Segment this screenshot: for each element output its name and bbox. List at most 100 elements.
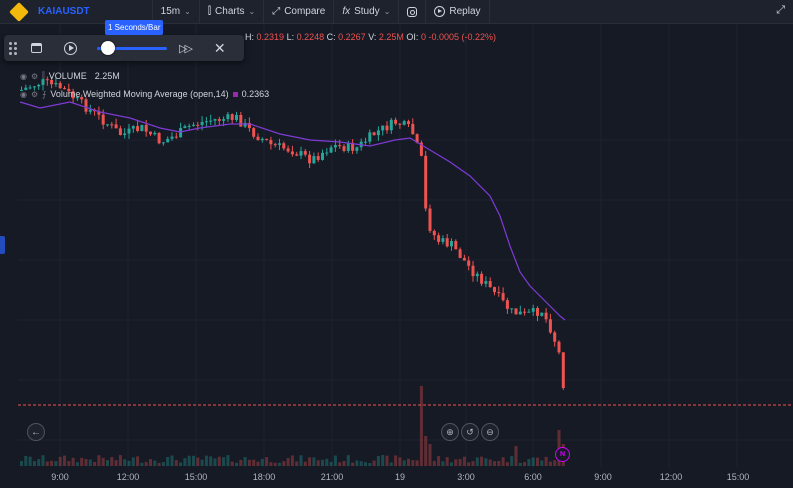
candle [415, 134, 419, 143]
vwma-label: Volume Weighted Moving Average (open,14) [50, 89, 229, 99]
volume-bar [127, 460, 131, 466]
eye-icon[interactable]: ◉ [20, 89, 27, 99]
close-icon[interactable]: ✕ [213, 39, 226, 56]
volume-bar [118, 455, 122, 466]
interval-selector[interactable]: 15m ⌄ [153, 0, 200, 23]
volume-bar [407, 458, 410, 466]
time-axis-label: 6:00 [524, 472, 542, 482]
candle [192, 124, 195, 126]
compare-button[interactable]: ⤢ Compare [264, 0, 335, 23]
volume-bar [454, 459, 458, 466]
candle [385, 125, 389, 131]
candle [342, 146, 346, 151]
candle [144, 124, 148, 132]
volume-bar [88, 459, 92, 466]
volume-bar [192, 455, 195, 466]
news-badge[interactable]: N [555, 447, 570, 462]
chevron-down-icon: ⌄ [248, 7, 256, 16]
candle [63, 88, 66, 90]
candle [131, 126, 135, 129]
candle [325, 152, 329, 154]
volume-bar [273, 462, 277, 466]
symbol-selector[interactable]: KAIAUSDT [0, 0, 153, 23]
calendar-icon[interactable] [31, 43, 42, 53]
candle [37, 84, 41, 87]
candle [557, 341, 561, 353]
time-axis-label: 9:00 [594, 472, 612, 482]
volume-bar [110, 457, 114, 466]
candle [368, 132, 372, 142]
candle [213, 119, 217, 121]
candle [488, 281, 492, 288]
zoom-reset-icon[interactable]: ↺ [461, 423, 479, 441]
eye-icon[interactable]: ◉ [20, 71, 27, 81]
volume-bar [505, 462, 509, 466]
fast-forward-icon[interactable]: ▷▷ [179, 42, 193, 55]
candle [28, 87, 32, 89]
chevron-down-icon: ⌄ [184, 7, 191, 16]
candle [106, 124, 109, 126]
volume-bar [398, 457, 402, 466]
candle [424, 155, 428, 209]
back-arrow-icon[interactable]: ← [27, 423, 45, 441]
volume-bar [419, 386, 423, 466]
candle [445, 238, 449, 247]
charts-label: Charts [215, 6, 245, 17]
candle [364, 141, 367, 143]
volume-bar [37, 459, 41, 466]
play-icon[interactable] [64, 41, 77, 55]
left-edge-handle[interactable] [0, 236, 5, 254]
volume-bar [295, 461, 299, 466]
volume-bar [467, 462, 471, 466]
zoom-in-icon[interactable]: ⊕ [441, 423, 459, 441]
charts-button[interactable]: ⫿ Charts ⌄ [200, 0, 265, 23]
candle [127, 128, 131, 134]
volume-bar [123, 459, 127, 466]
volume-bar [523, 462, 527, 466]
candle [136, 126, 140, 131]
settings-icon[interactable]: ⚙ [30, 89, 39, 99]
candle [518, 311, 522, 315]
candle [183, 126, 187, 129]
candle [544, 312, 548, 320]
study-fx-icon: ⨍ [42, 89, 47, 99]
time-axis-label: 19 [394, 472, 406, 482]
vwma-color-swatch [232, 91, 238, 97]
volume-bar [484, 458, 488, 466]
expand-icon[interactable]: ⤢ [776, 4, 785, 16]
volume-bar [149, 459, 152, 466]
volume-bar [518, 462, 522, 466]
volume-bar [376, 456, 380, 466]
candle [308, 154, 312, 164]
volume-bar [450, 462, 453, 466]
candle [295, 154, 299, 156]
candle [157, 132, 161, 144]
zoom-out-icon[interactable]: ⊖ [481, 423, 499, 441]
candle [209, 120, 213, 122]
volume-bar [329, 461, 333, 466]
candle [351, 142, 355, 151]
candle [110, 124, 114, 126]
candle [260, 138, 264, 141]
replay-button[interactable]: Replay [426, 0, 490, 23]
volume-bar [239, 459, 243, 466]
candle [475, 273, 479, 277]
candle [437, 235, 441, 242]
candle [67, 88, 71, 92]
candle [265, 138, 269, 141]
candle [58, 83, 62, 89]
volume-bar [174, 460, 178, 466]
grip-icon[interactable] [9, 41, 19, 55]
candle [84, 99, 88, 112]
replay-control-panel: ▷▷ ✕ [4, 35, 244, 61]
speed-slider-handle[interactable] [101, 40, 115, 55]
settings-icon[interactable]: ⚙ [30, 71, 39, 81]
candle [114, 124, 118, 129]
change-value: -0.0005 [428, 32, 460, 42]
volume-bar [75, 462, 79, 466]
time-axis-label: 15:00 [184, 472, 208, 482]
instagram-button[interactable] [399, 0, 427, 23]
study-button[interactable]: fx Study ⌄ [334, 0, 400, 23]
speed-slider[interactable] [97, 40, 167, 55]
